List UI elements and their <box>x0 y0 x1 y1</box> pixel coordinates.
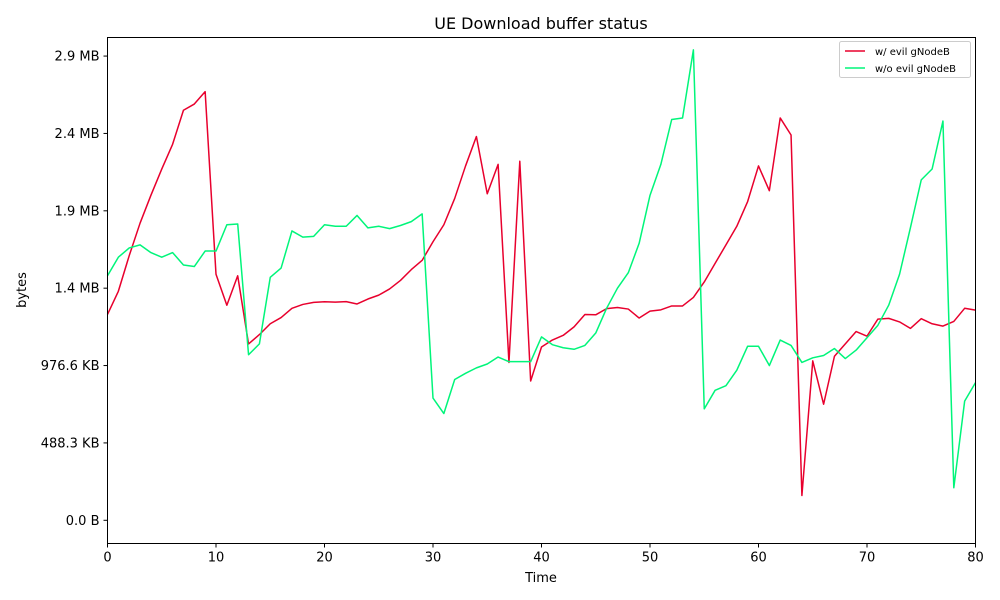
y-tick-label: 2.9 MB <box>55 50 100 65</box>
series-line-0 <box>106 90 976 497</box>
plot-lines <box>106 49 977 497</box>
x-tick-label: 60 <box>750 551 767 566</box>
x-axis-title: Time <box>524 571 557 586</box>
x-tick-label: 20 <box>316 551 333 566</box>
x-axis: 0 10 20 30 40 50 60 70 80 <box>103 543 984 566</box>
x-tick-label: 70 <box>859 551 876 566</box>
y-tick-label: 976.6 KB <box>41 359 100 374</box>
y-axis: 0.0 B 488.3 KB 976.6 KB 1.4 MB 1.9 MB 2.4 MB 2… <box>41 50 108 529</box>
chart-title: UE Download buffer status <box>434 14 648 33</box>
x-tick-label: 80 <box>967 551 984 566</box>
x-tick-label: 50 <box>642 551 659 566</box>
y-tick-label: 488.3 KB <box>41 436 100 451</box>
y-axis-title: bytes <box>15 272 30 308</box>
legend-label-0: w/ evil gNodeB <box>875 47 950 58</box>
y-tick-label: 1.4 MB <box>55 282 100 297</box>
y-tick-label: 2.4 MB <box>55 127 100 142</box>
legend: w/ evil gNodeB w/o evil gNodeB <box>839 41 971 78</box>
x-tick-label: 40 <box>533 551 550 566</box>
legend-label-1: w/o evil gNodeB <box>875 64 956 75</box>
x-tick-label: 0 <box>103 551 111 566</box>
y-tick-label: 0.0 B <box>66 514 100 529</box>
legend-box <box>839 41 971 78</box>
y-tick-label: 1.9 MB <box>55 204 100 219</box>
series-line-1 <box>106 49 977 489</box>
plot-frame <box>107 37 976 544</box>
x-tick-label: 30 <box>425 551 442 566</box>
x-tick-label: 10 <box>208 551 225 566</box>
